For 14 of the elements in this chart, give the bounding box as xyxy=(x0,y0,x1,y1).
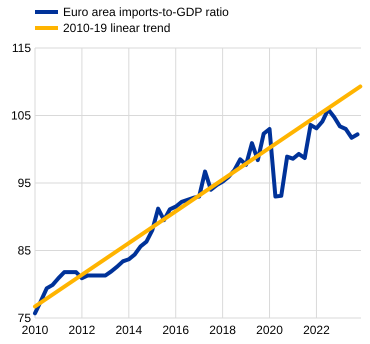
x-tick-label: 2012 xyxy=(68,323,96,337)
legend-label: Euro area imports-to-GDP ratio xyxy=(63,5,230,20)
y-tick-label: 75 xyxy=(18,311,32,326)
x-tick-label: 2014 xyxy=(115,323,142,337)
y-tick-label: 115 xyxy=(12,41,32,56)
y-tick-label: 95 xyxy=(18,176,32,190)
x-tick-label: 2010 xyxy=(22,323,49,337)
legend-label: 2010-19 linear trend xyxy=(63,21,170,36)
x-tick-label: 2016 xyxy=(162,323,190,337)
x-tick-label: 2020 xyxy=(256,323,284,337)
x-tick-label: 2022 xyxy=(303,323,330,337)
x-tick-label: 2018 xyxy=(209,323,236,337)
y-tick-label: 85 xyxy=(18,244,32,258)
y-tick-label: 105 xyxy=(10,108,32,123)
